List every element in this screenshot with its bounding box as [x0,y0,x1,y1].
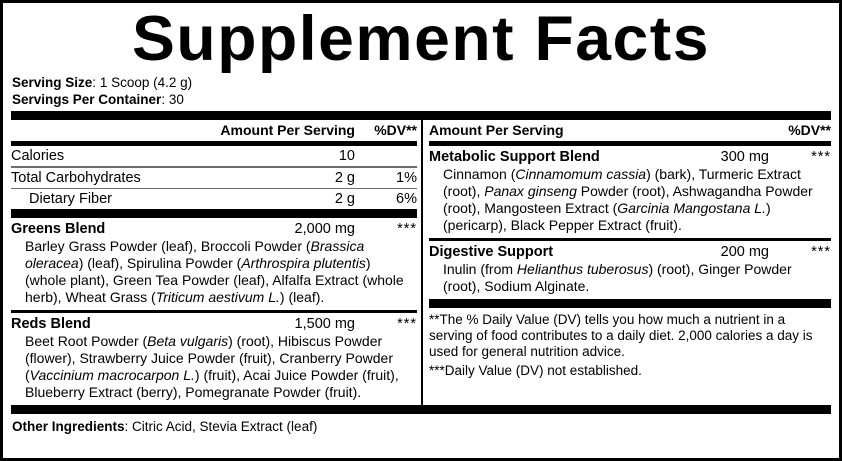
rule-above-greens-blend [11,209,417,219]
footnote-dv-not-established: ***Daily Value (DV) not established. [429,362,642,378]
servings-per-container-value: 30 [168,92,184,108]
left-column-header: Amount Per Serving %DV** [11,120,417,141]
serving-size-label: Serving Size [12,74,93,90]
blend-name: Digestive Support [429,244,554,261]
blend-dv: *** [811,244,831,261]
rule-above-other-ingredients [11,404,831,414]
nutrient-dv: 1% [396,169,417,186]
rule-below-serving [11,111,831,121]
nutrient-name: Dietary Fiber [29,191,112,208]
blend-header-greens: Greens Blend 2,000 mg *** [11,218,417,238]
right-percent-dv-header: %DV** [788,122,831,139]
blend-name: Metabolic Support Blend [429,149,600,166]
blend-ingredients-digestive-support: Inulin (from Helianthus tuberosus) (root… [443,261,792,295]
left-percent-dv-header: %DV** [374,122,417,139]
rule-hairline [11,187,417,190]
blend-dv: *** [397,316,417,333]
serving-size-colon: : [92,74,100,90]
nutrient-dv: 6% [396,191,417,208]
nutrient-name: Calories [11,148,65,165]
blend-header-reds: Reds Blend 1,500 mg *** [11,313,417,333]
blend-amount: 2,000 mg [294,221,355,238]
table-row-dietary-fiber: Dietary Fiber 2 g 6% [11,189,417,209]
right-column-header: Amount Per Serving %DV** [429,120,831,141]
servings-per-container-line: Servings Per Container: 30 [12,91,831,108]
blend-header-digestive-support: Digestive Support 200 mg *** [429,241,831,261]
footnote-daily-value: **The % Daily Value (DV) tells you how m… [429,312,813,360]
serving-info: Serving Size: 1 Scoop (4.2 g) Servings P… [12,74,831,109]
right-column: Amount Per Serving %DV** Metabolic Suppo… [429,120,831,405]
other-ingredients-label: Other Ingredients [12,418,125,434]
rule-above-footnotes [429,299,831,308]
left-column: Amount Per Serving %DV** Calories 10 Tot… [11,120,417,405]
right-amount-per-serving-header: Amount Per Serving [429,122,564,139]
rule-below-right-header [429,141,831,147]
nutrient-amount: 2 g [334,191,355,208]
nutrient-name: Total Carbohydrates [11,169,141,186]
blend-ingredients-greens: Barley Grass Powder (leaf), Broccoli Pow… [25,238,404,306]
left-amount-per-serving-header: Amount Per Serving [220,122,355,139]
serving-size-value: 1 Scoop (4.2 g) [99,74,193,90]
table-row-calories: Calories 10 [11,146,417,166]
right-column-spacer [429,381,831,405]
nutrient-amount: 10 [338,148,355,165]
servings-per-container-label: Servings Per Container [12,92,162,108]
column-divider [421,120,423,405]
nutrition-columns: Amount Per Serving %DV** Calories 10 Tot… [11,120,831,405]
blend-amount: 300 mg [720,149,769,166]
servings-per-container-colon: : [161,92,169,108]
blend-name: Reds Blend [11,316,91,333]
rule-hairline [11,166,417,168]
blend-ingredients-metabolic-support: Cinnamon (Cinnamomum cassia) (bark), Tur… [443,166,813,234]
other-ingredients: Other Ingredients: Citric Acid, Stevia E… [11,414,831,434]
blend-amount: 1,500 mg [294,316,355,333]
nutrient-amount: 2 g [334,169,355,186]
blend-dv: *** [811,149,831,166]
rule-between-blends-left [11,310,417,314]
table-row-total-carbohydrates: Total Carbohydrates 2 g 1% [11,168,417,188]
rule-between-blends-right [429,238,831,242]
blend-amount: 200 mg [720,244,769,261]
blend-name: Greens Blend [11,221,106,238]
blend-header-metabolic-support: Metabolic Support Blend 300 mg *** [429,146,831,166]
serving-size-line: Serving Size: 1 Scoop (4.2 g) [12,74,831,91]
other-ingredients-value: : Citric Acid, Stevia Extract (leaf) [124,418,318,434]
blend-dv: *** [397,221,417,238]
rule-below-left-header [11,141,417,147]
blend-ingredients-reds: Beet Root Powder (Beta vulgaris) (root),… [25,333,399,400]
page-title: Supplement Facts [132,4,710,74]
